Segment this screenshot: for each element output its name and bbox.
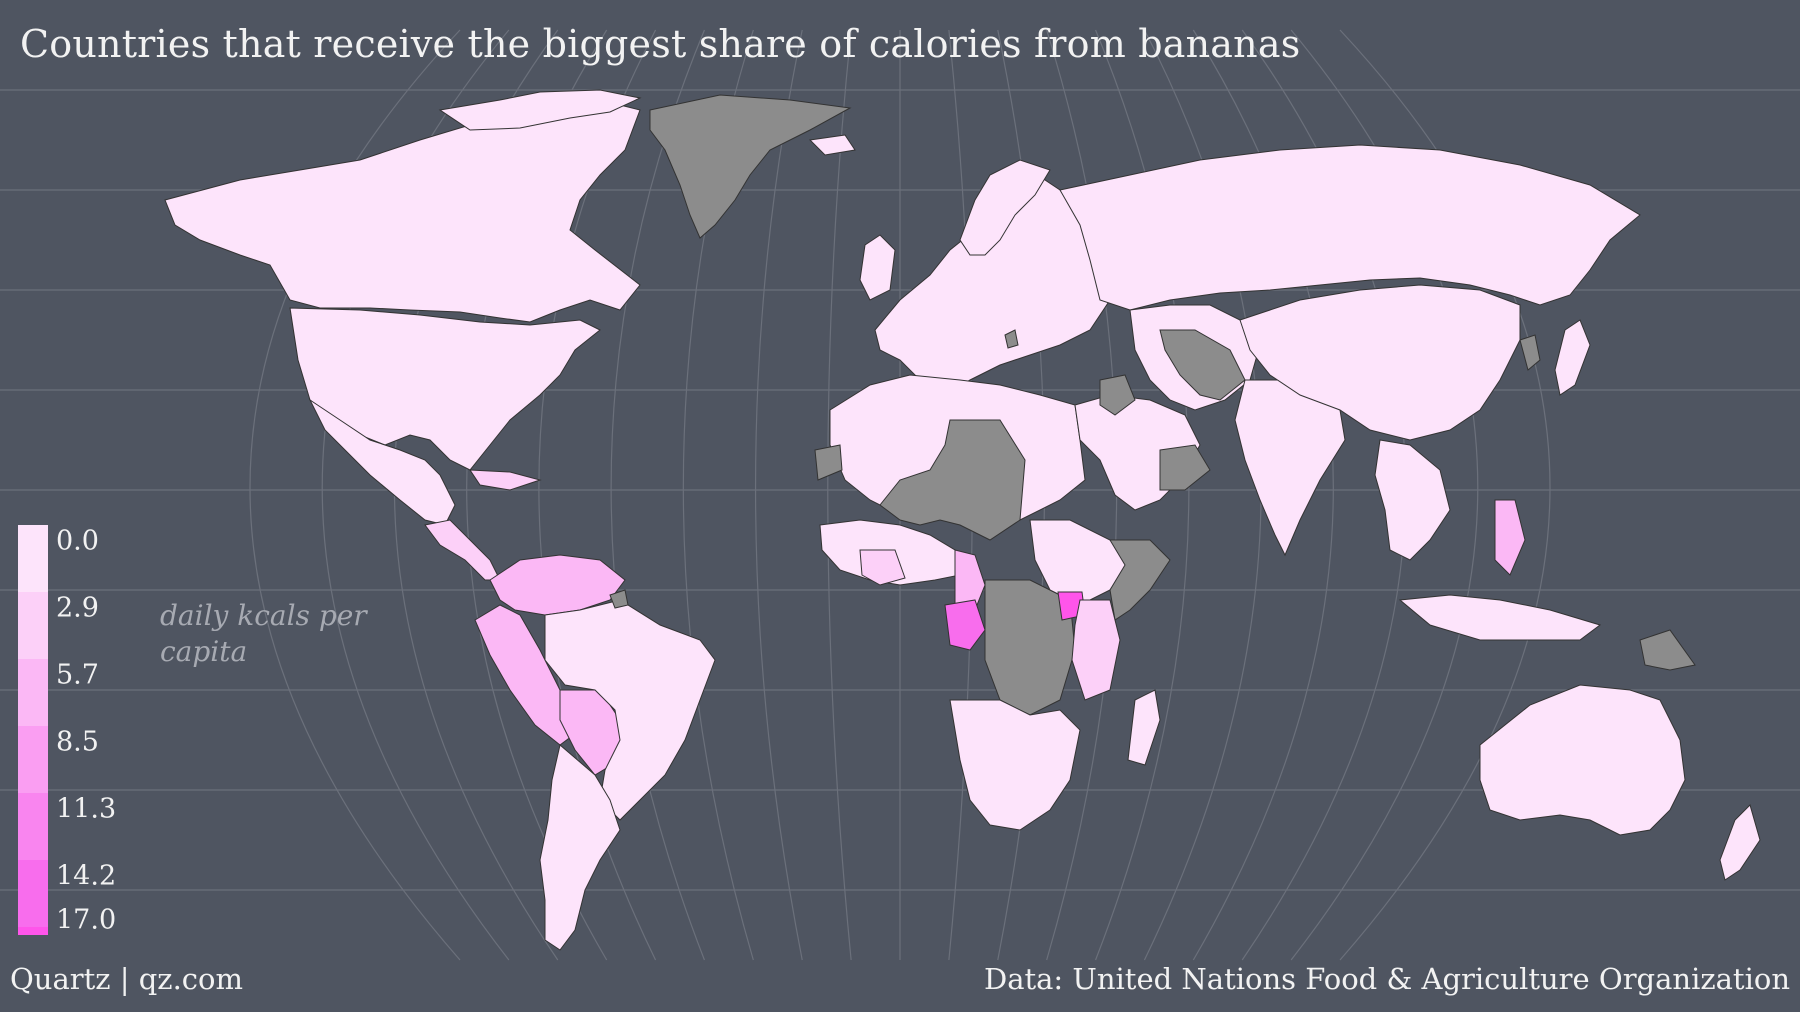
country-philippines	[1494, 499, 1526, 576]
credit-label: Quartz | qz.com	[10, 962, 244, 996]
country-horn-of-africa	[1109, 539, 1171, 621]
country-argentina-chile	[539, 744, 621, 951]
country-papua	[1639, 629, 1696, 671]
legend-swatch-4	[18, 793, 48, 860]
country-scandinavia	[959, 159, 1051, 256]
country-gabon-congo	[944, 599, 986, 651]
country-shapes	[164, 89, 1761, 951]
legend-tick-4: 11.3	[56, 793, 117, 825]
legend-tick-3: 8.5	[56, 726, 99, 758]
legend-unit-label: daily kcals per capita	[160, 599, 367, 668]
color-legend: 0.0 2.9 5.7 8.5 11.3 14.2 17.0	[18, 525, 178, 936]
country-iraq-syria	[1099, 374, 1136, 416]
country-kenya-tanzania	[1071, 599, 1121, 701]
source-label: Data: United Nations Food & Agriculture …	[983, 962, 1790, 996]
country-usa	[289, 307, 601, 471]
country-russia	[1059, 144, 1641, 311]
country-afghanistan-uzbek	[1159, 329, 1246, 401]
country-uk-ireland	[859, 234, 896, 301]
graticule-meridian	[755, 29, 803, 961]
country-colombia-venezuela	[489, 554, 626, 616]
country-southeast-asia	[1374, 439, 1451, 561]
country-new-zealand	[1719, 804, 1761, 881]
country-greenland	[649, 94, 852, 239]
country-caribbean	[469, 469, 542, 491]
country-balkans-gaps	[1004, 329, 1019, 349]
legend-swatch-0	[18, 525, 48, 592]
country-yemen-oman	[1159, 444, 1211, 491]
country-mexico	[308, 398, 456, 526]
graticule-meridian	[610, 29, 706, 961]
country-central-west-africa	[954, 549, 986, 611]
country-central-america	[424, 519, 501, 581]
legend-swatch-1	[18, 592, 48, 659]
country-korea	[1519, 334, 1541, 371]
legend-swatch-2	[18, 659, 48, 726]
legend-tick-2: 5.7	[56, 659, 99, 691]
country-madagascar	[1127, 689, 1161, 766]
graticule-meridian	[827, 29, 852, 961]
legend-tick-0: 0.0	[56, 525, 99, 557]
country-western-sahara	[814, 444, 843, 481]
country-indonesia	[1398, 594, 1602, 641]
country-brazil	[544, 599, 716, 821]
country-australia	[1479, 684, 1686, 836]
legend-tick-6: 17.0	[56, 904, 117, 936]
legend-tick-5: 14.2	[56, 860, 117, 892]
country-southern-africa	[949, 699, 1081, 831]
country-japan	[1554, 319, 1591, 396]
legend-swatch-3	[18, 726, 48, 793]
country-libya-chad-mali	[879, 419, 1026, 541]
country-iceland	[808, 134, 856, 156]
legend-tick-1: 2.9	[56, 592, 99, 624]
legend-swatch-5	[18, 860, 48, 927]
country-canada-alaska	[164, 99, 641, 323]
country-east-africa	[1029, 519, 1131, 601]
country-suriname	[609, 589, 629, 609]
country-canada-islands	[438, 89, 642, 131]
chart-title: Countries that receive the biggest share…	[20, 22, 1301, 66]
country-china-mongolia	[1239, 284, 1521, 441]
legend-swatch-6	[18, 927, 48, 935]
country-india	[1234, 379, 1346, 557]
country-ivory-coast-ghana	[859, 549, 906, 586]
